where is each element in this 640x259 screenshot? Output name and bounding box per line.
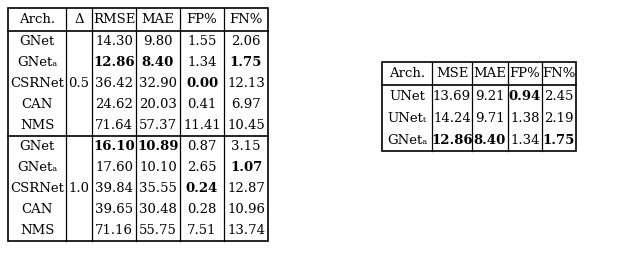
Text: 35.55: 35.55 <box>139 182 177 195</box>
Text: 12.86: 12.86 <box>93 56 135 69</box>
Text: GNetₐ: GNetₐ <box>17 161 57 174</box>
Text: 14.24: 14.24 <box>433 112 471 125</box>
Text: Δ: Δ <box>74 13 84 26</box>
Text: FP%: FP% <box>509 67 540 80</box>
Text: 1.34: 1.34 <box>188 56 217 69</box>
Text: 12.86: 12.86 <box>431 133 473 147</box>
Text: 0.87: 0.87 <box>188 140 217 153</box>
Text: 1.38: 1.38 <box>510 112 540 125</box>
Text: 10.96: 10.96 <box>227 203 265 216</box>
Text: 12.13: 12.13 <box>227 77 265 90</box>
Text: Arch.: Arch. <box>19 13 55 26</box>
Text: 2.65: 2.65 <box>188 161 217 174</box>
Text: 7.51: 7.51 <box>188 224 217 237</box>
Text: 36.42: 36.42 <box>95 77 133 90</box>
Text: NMS: NMS <box>20 224 54 237</box>
Text: GNetₐ: GNetₐ <box>387 133 427 147</box>
Text: 11.41: 11.41 <box>183 119 221 132</box>
Text: 6.97: 6.97 <box>231 98 261 111</box>
Text: CAN: CAN <box>21 98 52 111</box>
Text: 0.41: 0.41 <box>188 98 217 111</box>
Text: GNetₐ: GNetₐ <box>17 56 57 69</box>
Text: 14.30: 14.30 <box>95 35 133 48</box>
Text: 2.19: 2.19 <box>544 112 573 125</box>
Text: 0.5: 0.5 <box>68 77 90 90</box>
Text: RMSE: RMSE <box>93 13 135 26</box>
Text: 8.40: 8.40 <box>474 133 506 147</box>
Text: 1.07: 1.07 <box>230 161 262 174</box>
Text: 2.06: 2.06 <box>231 35 260 48</box>
Text: 1.75: 1.75 <box>543 133 575 147</box>
Text: CSRNet: CSRNet <box>10 77 64 90</box>
Text: 10.89: 10.89 <box>137 140 179 153</box>
Text: 9.71: 9.71 <box>475 112 505 125</box>
Text: MSE: MSE <box>436 67 468 80</box>
Text: GNet: GNet <box>19 140 54 153</box>
Text: FP%: FP% <box>187 13 218 26</box>
Text: 13.69: 13.69 <box>433 90 471 103</box>
Text: FN%: FN% <box>542 67 576 80</box>
Text: 32.90: 32.90 <box>139 77 177 90</box>
Text: 13.74: 13.74 <box>227 224 265 237</box>
Text: 8.40: 8.40 <box>142 56 174 69</box>
Text: 1.75: 1.75 <box>230 56 262 69</box>
Text: UNetₜ: UNetₜ <box>387 112 427 125</box>
Text: 2.45: 2.45 <box>544 90 573 103</box>
Text: 17.60: 17.60 <box>95 161 133 174</box>
Text: CAN: CAN <box>21 203 52 216</box>
Text: NMS: NMS <box>20 119 54 132</box>
Text: Arch.: Arch. <box>389 67 425 80</box>
Text: 1.34: 1.34 <box>510 133 540 147</box>
Text: 10.10: 10.10 <box>139 161 177 174</box>
Text: 57.37: 57.37 <box>139 119 177 132</box>
Text: 1.55: 1.55 <box>188 35 217 48</box>
Text: 0.94: 0.94 <box>509 90 541 103</box>
Text: 39.84: 39.84 <box>95 182 133 195</box>
Text: 24.62: 24.62 <box>95 98 133 111</box>
Text: 16.10: 16.10 <box>93 140 135 153</box>
Text: MAE: MAE <box>474 67 506 80</box>
Text: 71.64: 71.64 <box>95 119 133 132</box>
Text: 9.80: 9.80 <box>143 35 173 48</box>
Text: UNet: UNet <box>389 90 425 103</box>
Text: 1.0: 1.0 <box>68 182 90 195</box>
Text: MAE: MAE <box>141 13 175 26</box>
Bar <box>8 8 268 241</box>
Text: 0.28: 0.28 <box>188 203 217 216</box>
Text: 0.00: 0.00 <box>186 77 218 90</box>
Text: GNet: GNet <box>19 35 54 48</box>
Text: 9.21: 9.21 <box>476 90 505 103</box>
Text: CSRNet: CSRNet <box>10 182 64 195</box>
Text: 55.75: 55.75 <box>139 224 177 237</box>
Text: 39.65: 39.65 <box>95 203 133 216</box>
Text: FN%: FN% <box>229 13 262 26</box>
Text: 71.16: 71.16 <box>95 224 133 237</box>
Text: 3.15: 3.15 <box>231 140 260 153</box>
Text: 10.45: 10.45 <box>227 119 265 132</box>
Text: 20.03: 20.03 <box>139 98 177 111</box>
Text: 12.87: 12.87 <box>227 182 265 195</box>
Bar <box>382 62 576 151</box>
Text: 0.24: 0.24 <box>186 182 218 195</box>
Text: 30.48: 30.48 <box>139 203 177 216</box>
